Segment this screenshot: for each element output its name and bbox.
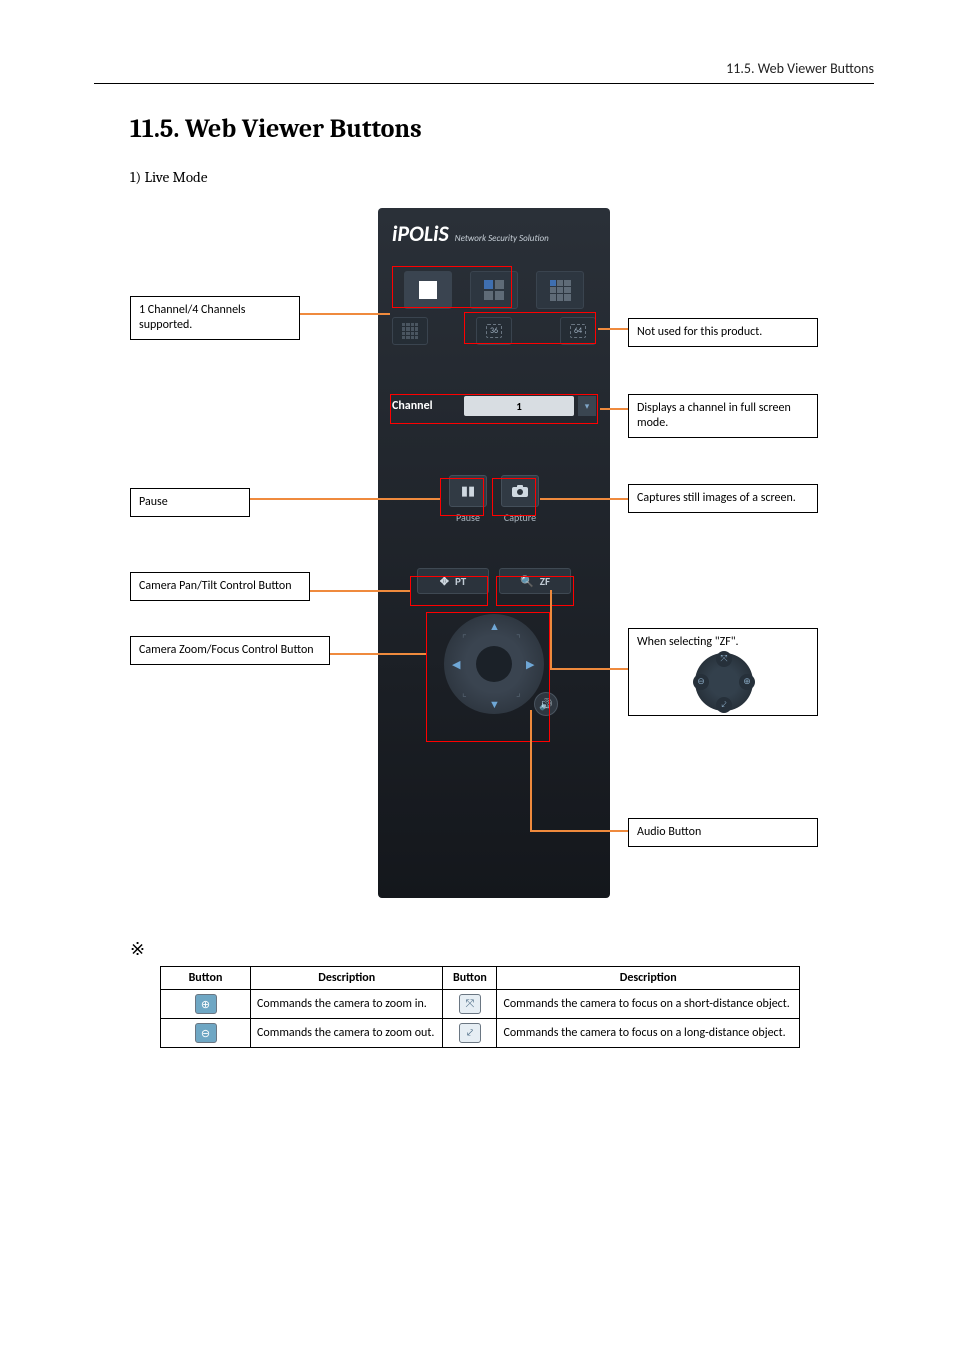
callout-channels: 1 Channel/4 Channels supported. (130, 296, 300, 340)
connector-9a (530, 830, 628, 832)
corner-ur-icon[interactable]: ⌝ (516, 632, 521, 645)
corner-dr-icon[interactable]: ⌟ (516, 686, 521, 699)
corner-ul-icon[interactable]: ⌜ (462, 632, 467, 645)
connector-9b (530, 710, 532, 830)
callout-zf-text: When selecting "ZF". (637, 635, 739, 649)
callout-pt: Camera Pan/Tilt Control Button (130, 572, 310, 601)
arrow-left-icon[interactable]: ◀ (452, 658, 460, 671)
desc-focus-far: Commands the camera to focus on a long-d… (497, 1019, 800, 1048)
layout-row-1 (378, 271, 610, 309)
connector-4 (250, 498, 440, 500)
ui-panel: iPOLiS Network Security Solution 36 64 C… (378, 208, 610, 898)
reference-mark: ※ (130, 938, 874, 960)
header-text: 11.5. Web Viewer Buttons (130, 60, 874, 83)
dpad-wrap: ▲ ▼ ◀ ▶ ⌜ ⌝ ⌞ ⌟ 🔊 (434, 614, 554, 734)
zf-mini-dpad: ⤧ ⤦ ⊖ ⊕ (695, 653, 753, 711)
focus-far-icon: ⤦ (716, 697, 732, 713)
pt-zf-row: ✥ PT 🔍 ZF (378, 568, 610, 594)
speaker-icon: 🔊 (539, 698, 553, 711)
corner-dl-icon[interactable]: ⌞ (462, 686, 467, 699)
layout-64ch-button[interactable]: 64 (560, 317, 596, 345)
focus-near-btn-icon: ⤧ (459, 994, 481, 1014)
callout-fullscreen: Displays a channel in full screen mode. (628, 394, 818, 438)
connector-3 (600, 408, 628, 410)
layout-9ch-icon (550, 280, 571, 301)
desc-focus-near: Commands the camera to focus on a short-… (497, 990, 800, 1019)
pause-capture-row: ▮▮ (378, 475, 610, 507)
connector-7 (330, 653, 426, 655)
callout-capture: Captures still images of a screen. (628, 484, 818, 513)
focus-far-btn-icon: ⤦ (459, 1023, 481, 1043)
arrow-right-icon[interactable]: ▶ (526, 658, 534, 671)
diagram-area: iPOLiS Network Security Solution 36 64 C… (130, 208, 874, 928)
focus-near-icon: ⤧ (716, 651, 732, 667)
channel-row: Channel 1 ▾ (392, 393, 596, 419)
zoom-in-btn-icon: ⊕ (195, 994, 217, 1014)
callout-audio: Audio Button (628, 818, 818, 847)
arrow-down-icon[interactable]: ▼ (489, 698, 500, 711)
capture-button[interactable] (501, 475, 539, 507)
pause-text: Pause (449, 511, 487, 524)
section-subhead: 1) Live Mode (130, 168, 874, 186)
pause-capture-labels: Pause Capture (378, 511, 610, 524)
table-body: ⊕ Commands the camera to zoom in. ⤧ Comm… (161, 990, 800, 1048)
callout-pause: Pause (130, 488, 250, 517)
logo-subtext: Network Security Solution (455, 233, 549, 244)
layout-36ch-button[interactable]: 36 (476, 317, 512, 345)
callout-notused: Not used for this product. (628, 318, 818, 347)
desc-zoom-in: Commands the camera to zoom in. (251, 990, 443, 1019)
desc-zoom-out: Commands the camera to zoom out. (251, 1019, 443, 1048)
zf-label: ZF (540, 575, 550, 588)
th-button-1: Button (161, 967, 251, 990)
connector-1 (300, 313, 390, 315)
layout-16ch-icon (402, 323, 418, 339)
badge-64: 64 (570, 324, 586, 338)
table-row: ⊖ Commands the camera to zoom out. ⤦ Com… (161, 1019, 800, 1048)
connector-8b (550, 590, 552, 668)
button-desc-table: Button Description Button Description ⊕ … (160, 966, 800, 1048)
connector-6 (310, 590, 410, 592)
channel-label: Channel (392, 399, 433, 413)
callout-zf-select: When selecting "ZF". ⤧ ⤦ ⊖ ⊕ (628, 628, 818, 716)
zoom-out-btn-icon: ⊖ (195, 1023, 217, 1043)
section-title: 11.5. Web Viewer Buttons (130, 114, 874, 144)
logo-text: iPOLiS (392, 220, 449, 247)
connector-5 (540, 498, 628, 500)
zoom-in-icon: ⊕ (739, 674, 755, 690)
th-desc-2: Description (497, 967, 800, 990)
pt-icon: ✥ (440, 575, 449, 588)
pt-button[interactable]: ✥ PT (417, 568, 489, 594)
th-desc-1: Description (251, 967, 443, 990)
layout-1ch-icon (419, 281, 437, 299)
layout-4ch-icon (484, 280, 504, 300)
pt-label: PT (455, 575, 466, 588)
channel-value: 1 (464, 396, 574, 416)
layout-4ch-button[interactable] (470, 271, 518, 309)
zf-button[interactable]: 🔍 ZF (499, 568, 571, 594)
th-button-2: Button (443, 967, 497, 990)
dpad-center[interactable] (476, 646, 512, 682)
layout-row-2: 36 64 (378, 317, 610, 345)
panel-logo: iPOLiS Network Security Solution (378, 208, 610, 249)
table-row: ⊕ Commands the camera to zoom in. ⤧ Comm… (161, 990, 800, 1019)
connector-8a (550, 668, 628, 670)
header-rule (94, 83, 874, 84)
layout-1ch-button[interactable] (404, 271, 452, 309)
pause-icon: ▮▮ (461, 484, 475, 499)
layout-9ch-button[interactable] (536, 271, 584, 309)
audio-button[interactable]: 🔊 (534, 692, 558, 716)
zoom-out-icon: ⊖ (693, 674, 709, 690)
badge-36: 36 (486, 324, 502, 338)
connector-2 (598, 328, 628, 330)
layout-16ch-button[interactable] (392, 317, 428, 345)
zf-icon: 🔍 (520, 575, 534, 588)
callout-zf: Camera Zoom/Focus Control Button (130, 636, 330, 665)
arrow-up-icon[interactable]: ▲ (489, 620, 500, 633)
channel-dropdown-icon[interactable]: ▾ (578, 396, 596, 416)
camera-icon (511, 484, 529, 498)
pause-button[interactable]: ▮▮ (449, 475, 487, 507)
capture-text: Capture (501, 511, 539, 524)
